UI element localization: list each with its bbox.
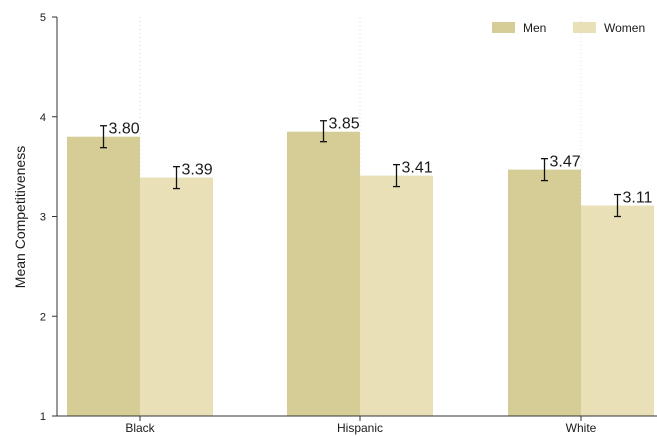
y-tick-label: 3 — [40, 212, 46, 224]
data-label-women-black: 3.39 — [182, 162, 213, 179]
error-bar-men-hispanic — [320, 120, 327, 143]
bars — [67, 131, 654, 416]
axes: 1 2 3 4 5 Black Hispanic White — [40, 12, 657, 435]
legend-swatch-women — [573, 22, 596, 33]
error-bar-men-black — [100, 125, 107, 149]
y-axis-title: Mean Competitiveness — [12, 146, 28, 288]
x-tick-label-black: Black — [125, 421, 155, 435]
error-bars — [100, 120, 621, 218]
data-label-men-black: 3.80 — [109, 121, 140, 138]
x-tick-label-hispanic: Hispanic — [337, 421, 383, 435]
error-bar-women-black — [173, 165, 180, 190]
data-label-women-white: 3.11 — [623, 190, 653, 207]
bar-men-black — [67, 136, 140, 416]
bar-women-white — [581, 205, 654, 416]
y-tick-label: 1 — [40, 411, 46, 423]
data-label-men-hispanic: 3.85 — [329, 116, 360, 133]
data-label-women-hispanic: 3.41 — [402, 160, 433, 177]
bar-men-hispanic — [287, 131, 360, 416]
legend-item-women: Women — [573, 21, 645, 35]
legend-item-men: Men — [492, 21, 546, 35]
legend-label-men: Men — [523, 21, 546, 35]
data-label-men-white: 3.47 — [550, 154, 581, 171]
legend: Men Women — [492, 21, 645, 35]
data-labels: 3.80 3.85 3.47 3.39 3.41 3.11 — [109, 116, 653, 207]
y-tick-label: 2 — [40, 311, 46, 323]
y-tick-label: 4 — [40, 112, 46, 124]
legend-label-women: Women — [604, 21, 645, 35]
bar-women-black — [140, 177, 213, 416]
y-tick-label: 5 — [40, 12, 46, 24]
x-tick-label-white: White — [566, 421, 597, 435]
error-bar-men-white — [541, 157, 548, 182]
error-bar-women-hispanic — [393, 163, 400, 188]
bar-men-white — [508, 169, 581, 416]
legend-swatch-men — [492, 22, 515, 33]
error-bar-women-white — [614, 193, 621, 218]
bar-women-hispanic — [360, 175, 433, 416]
